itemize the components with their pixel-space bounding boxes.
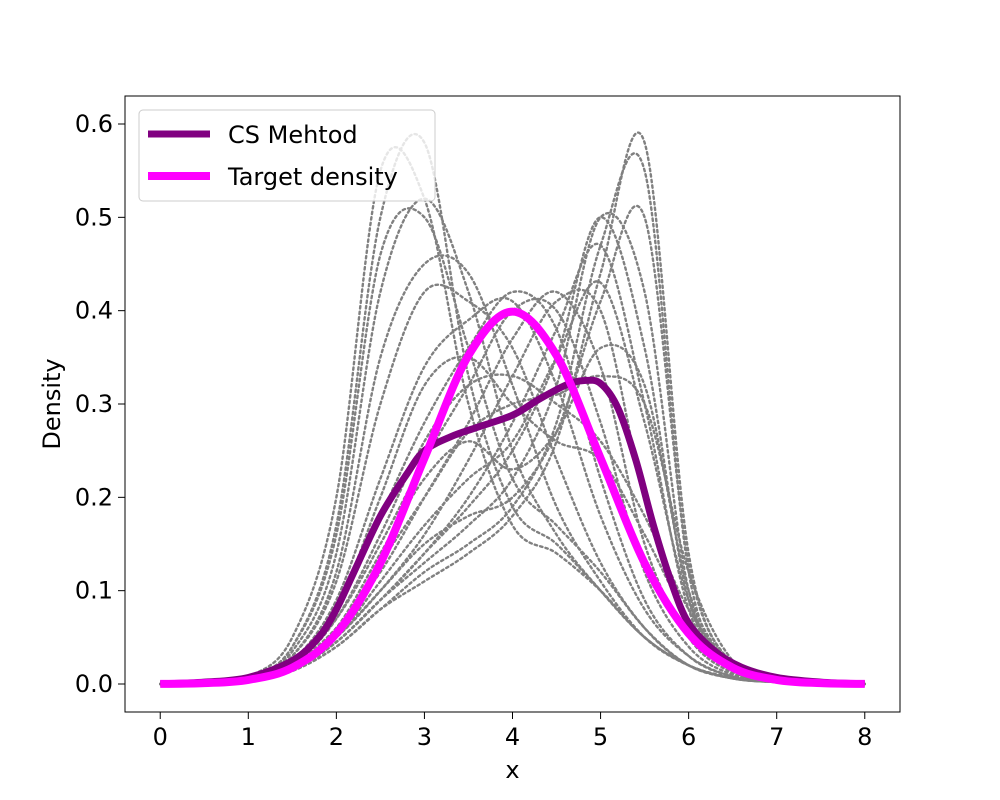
legend-box xyxy=(138,109,436,202)
target-density-line xyxy=(160,307,865,688)
x-tick-label: 0 xyxy=(153,723,168,751)
x-tick-label: 3 xyxy=(417,723,432,751)
x-tick-label: 8 xyxy=(857,723,872,751)
legend: CS Mehtod Target density xyxy=(138,109,436,202)
legend-label-target-density: Target density xyxy=(227,163,398,191)
plot-frame xyxy=(124,95,901,713)
y-tick-label: 0.4 xyxy=(75,297,113,325)
x-axis-label: x xyxy=(505,756,519,784)
cs-method-line xyxy=(160,376,865,688)
x-tick-label: 7 xyxy=(769,723,784,751)
y-tick-label: 0.3 xyxy=(75,390,113,418)
y-tick-label: 0.1 xyxy=(75,577,113,605)
plot-area xyxy=(159,131,866,688)
y-tick-label: 0.2 xyxy=(75,483,113,511)
y-tick-label: 0.0 xyxy=(75,670,113,698)
x-axis: 0 1 2 3 4 5 6 7 8 xyxy=(153,712,872,751)
sample-density-curve xyxy=(159,207,866,686)
x-tick-label: 6 xyxy=(681,723,696,751)
legend-label-cs-method: CS Mehtod xyxy=(228,121,358,149)
y-tick-label: 0.6 xyxy=(75,110,113,138)
y-axis: 0.0 0.1 0.2 0.3 0.4 0.5 0.6 xyxy=(75,110,125,698)
y-axis-label: Density xyxy=(38,358,66,449)
y-tick-label: 0.5 xyxy=(75,203,113,231)
x-tick-label: 4 xyxy=(505,723,520,751)
x-tick-label: 1 xyxy=(241,723,256,751)
x-tick-label: 2 xyxy=(329,723,344,751)
x-tick-label: 5 xyxy=(593,723,608,751)
